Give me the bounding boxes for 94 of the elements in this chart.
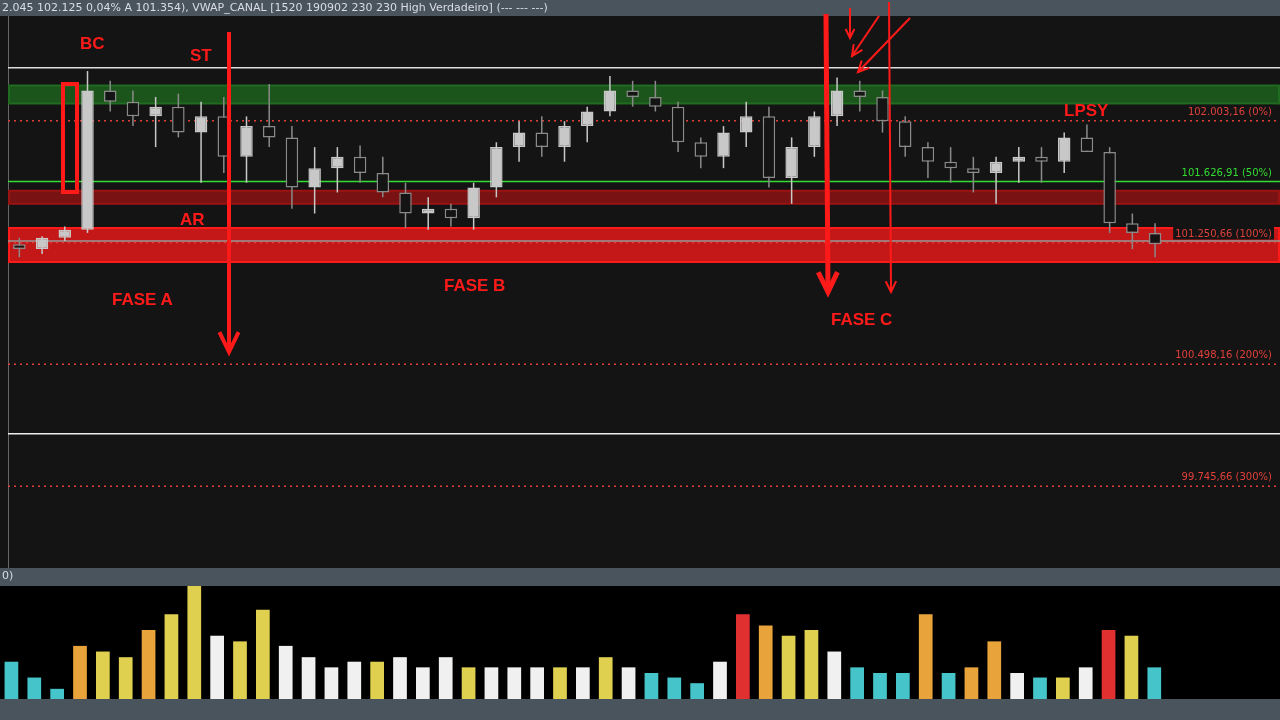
candlestick [149,96,162,148]
bar [278,645,293,699]
annotation: LPSY [1064,101,1109,121]
ref-line-label: 102.003,16 (0%) [1187,105,1273,117]
ref-line-label: 101.626,91 (50%) [1181,166,1273,178]
bar [256,609,270,699]
bar [324,667,339,699]
candlestick [444,203,458,228]
candlestick [172,92,185,139]
bar [484,667,499,699]
bar [850,667,864,699]
bar [4,661,19,699]
candlestick [944,146,957,184]
ref-line-label: 99.745,66 (300%) [1181,471,1273,483]
bar [416,667,430,699]
bar [644,673,659,699]
bar [50,688,64,699]
candlestick [898,115,912,158]
chart-title: 2.045 102.125 0,04% A 101.354), VWAP_CANAL [1520 190902 230 230 High Verdadeiro] (--- --- ---) [0,0,1280,16]
bar [393,657,407,699]
bar [987,641,1002,699]
candlestick [1148,222,1162,258]
bar [141,630,156,699]
candlestick [1035,146,1048,184]
bar [713,661,727,699]
bar [918,614,933,699]
bar [210,635,224,699]
bar [758,625,773,699]
candlestick [580,105,594,144]
candlestick [13,237,26,258]
bar [667,677,682,699]
bar [804,630,819,699]
candlestick [739,101,753,148]
bar [781,635,796,699]
bar [576,667,590,699]
candlestick [262,83,276,148]
bar [1010,673,1024,699]
bar [598,657,613,699]
bar [438,657,453,699]
candlestick [308,146,321,215]
candlestick [603,75,617,118]
candlestick [649,80,662,113]
bar [553,667,567,699]
candlestick [421,196,435,231]
bar [873,673,887,699]
candlestick [989,156,1003,205]
candlestick [853,80,867,113]
bar [301,657,316,699]
ref-line-label: 100.498,16 (200%) [1175,349,1273,361]
bar [370,661,384,699]
bar [347,661,362,699]
candlestick [103,80,117,113]
bar [187,586,202,699]
candlestick [194,101,208,184]
bar [73,645,87,699]
bar [118,657,133,699]
candlestick [967,156,980,194]
bar [941,673,956,699]
candlestick [558,120,571,163]
bar [164,614,179,699]
candlestick [1012,146,1026,184]
bar [736,614,750,699]
annotation: FASE C [831,310,893,330]
candlestick [1057,131,1071,174]
annotation: ST [190,46,212,66]
bar [896,673,910,699]
bar [827,651,842,699]
bar [690,683,704,699]
bar [1078,667,1093,699]
bar [621,667,636,699]
bar [27,677,42,699]
bar [964,667,979,699]
candlestick [876,89,889,134]
annotation: FASE B [444,276,506,296]
bar [1101,630,1116,699]
candlestick [331,146,344,194]
bar [1033,677,1047,699]
bar [1056,677,1070,699]
annotation: BC [80,34,105,54]
bar [1147,667,1162,699]
bar [1124,635,1139,699]
annotation: AR [180,210,205,230]
candlestick [399,181,412,229]
bar [507,667,522,699]
ref-line-label: 101.250,66 (100%) [1175,227,1273,239]
bar [461,667,476,699]
candlestick [512,120,526,163]
chart-title: 0) [0,568,1280,586]
bar [530,667,544,699]
bar [233,641,247,699]
candlestick [830,76,844,127]
bar [96,651,110,699]
candlestick [717,125,730,169]
annotation: FASE A [112,290,173,310]
